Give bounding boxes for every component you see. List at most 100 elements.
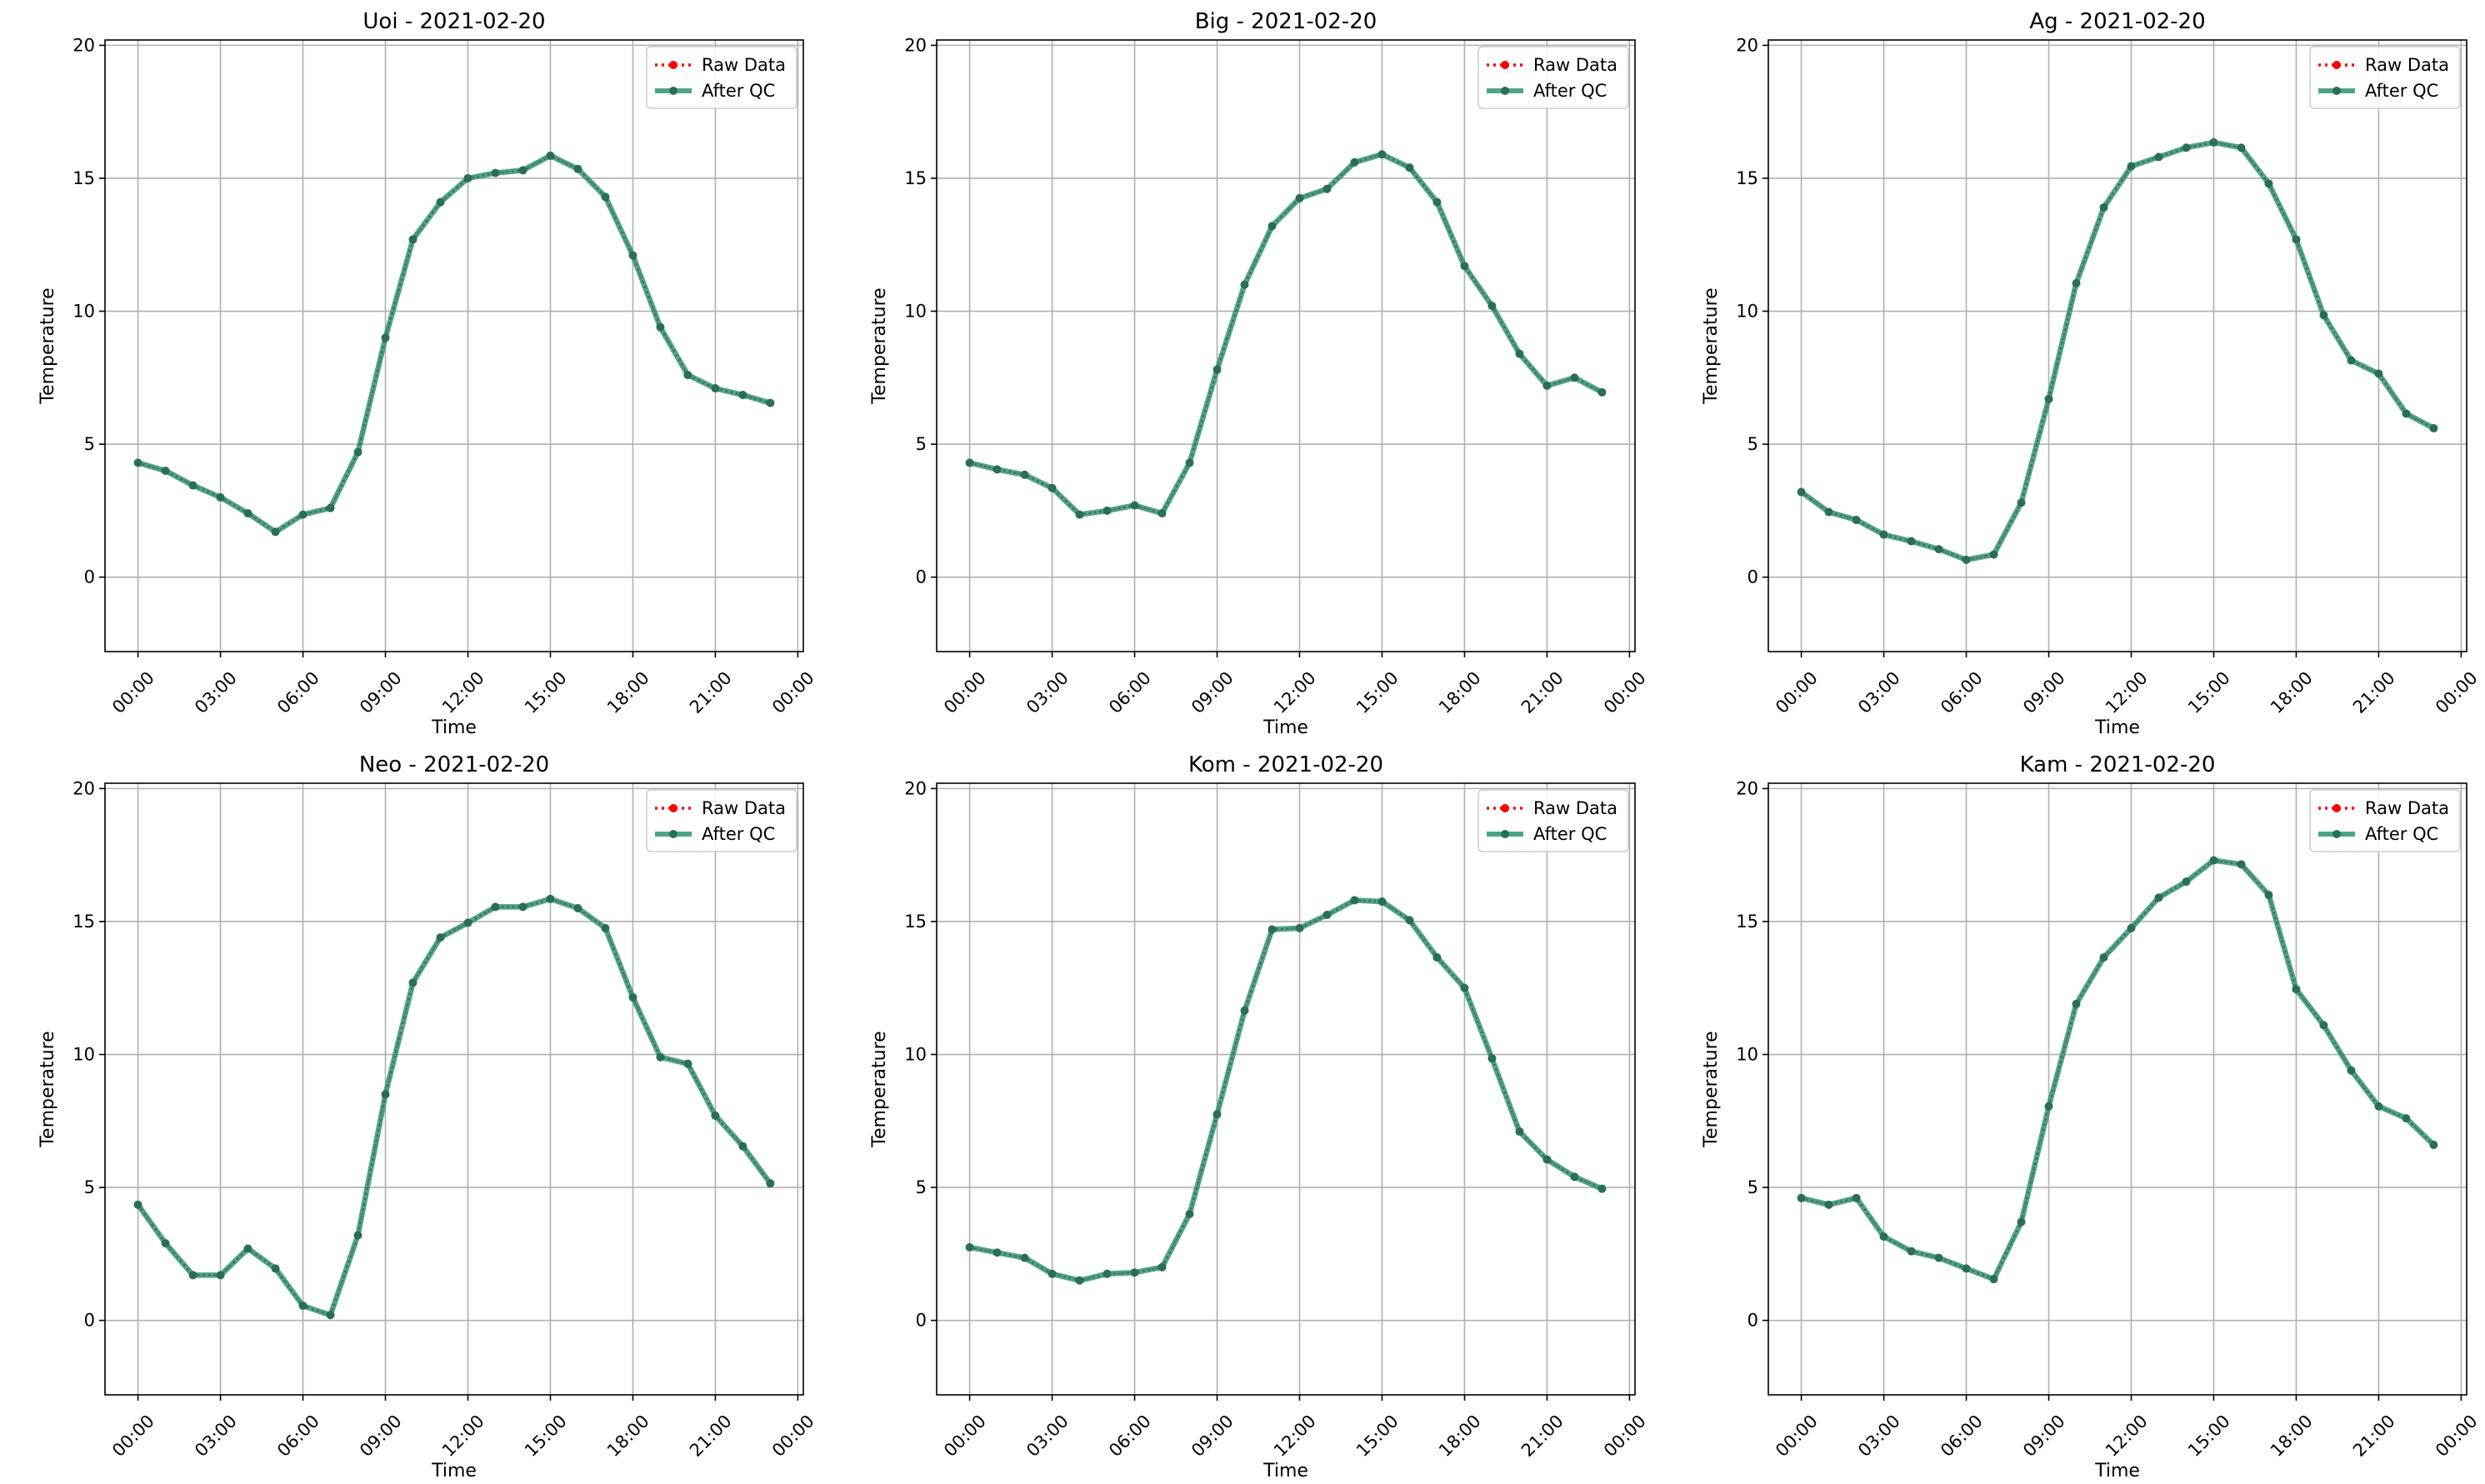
- y-tick-label: 10: [904, 302, 927, 322]
- x-tick-label: 15:00: [521, 1411, 571, 1461]
- qc-data-point: [1075, 510, 1084, 519]
- qc-data-point: [2429, 423, 2438, 432]
- qc-data-point: [628, 251, 638, 260]
- x-tick-label: 21:00: [686, 667, 736, 717]
- x-tick-label: 06:00: [273, 667, 323, 717]
- qc-data-point: [1295, 193, 1304, 202]
- x-tick-label: 09:00: [2019, 1411, 2069, 1461]
- qc-data-point: [353, 1231, 362, 1240]
- qc-data-point: [766, 398, 775, 407]
- y-tick-label: 5: [916, 1177, 927, 1197]
- chart-title: Big - 2021-02-20: [1195, 9, 1378, 34]
- x-tick-label: 21:00: [1518, 667, 1568, 717]
- legend: Raw Data After QC: [2309, 46, 2461, 109]
- qc-data-point: [1240, 280, 1249, 289]
- qc-data-point: [1515, 349, 1524, 358]
- qc-data-point: [2402, 1114, 2411, 1123]
- qc-data-point: [271, 1264, 280, 1273]
- x-tick-label: 15:00: [1352, 667, 1402, 717]
- qc-data-point: [1934, 545, 1943, 554]
- qc-data-point: [2099, 953, 2108, 962]
- qc-data-point: [188, 481, 198, 490]
- qc-data-point: [738, 1142, 748, 1151]
- qc-data-point: [161, 1239, 170, 1248]
- legend-marker-qc: [2332, 830, 2341, 838]
- x-tick-label: 06:00: [273, 1411, 323, 1461]
- qc-data-point: [1488, 302, 1497, 311]
- qc-data-line: [968, 897, 1603, 1284]
- qc-data-point: [133, 1200, 142, 1209]
- qc-data-point: [1962, 555, 1971, 564]
- qc-data-point: [1350, 896, 1359, 905]
- legend: Raw Data After QC: [646, 46, 798, 109]
- qc-data-point: [2264, 891, 2273, 900]
- qc-data-point: [271, 527, 280, 537]
- x-axis-label: Time: [1262, 717, 1308, 738]
- qc-data-point: [1432, 197, 1442, 207]
- chart-title: Ag - 2021-02-20: [2029, 9, 2205, 34]
- y-tick-label: 5: [916, 434, 927, 454]
- qc-data-point: [2237, 143, 2246, 152]
- x-tick-label: 03:00: [1022, 1411, 1072, 1461]
- y-tick-label: 10: [72, 1045, 95, 1065]
- y-tick-label: 0: [916, 1311, 927, 1331]
- plot-frame: [1768, 782, 2468, 1396]
- qc-data-point: [2292, 985, 2301, 994]
- qc-data-point: [2347, 1066, 2356, 1075]
- subplot-2: 00:00 03:00 06:00 09:00 12:00 15:00 18:00 21:00…: [1701, 9, 2482, 738]
- qc-data-point: [573, 903, 582, 912]
- qc-data-point: [683, 371, 692, 380]
- legend-label-raw: Raw Data: [2365, 798, 2449, 818]
- qc-data-point: [1879, 1232, 1888, 1242]
- raw-data-line: [1800, 141, 2435, 562]
- qc-data-point: [683, 1059, 692, 1068]
- qc-data-point: [436, 197, 445, 207]
- qc-data-point: [463, 173, 472, 182]
- qc-data-point: [1102, 506, 1112, 515]
- y-tick-label: 0: [1748, 567, 1758, 587]
- y-tick-label: 20: [72, 35, 95, 55]
- legend-marker-raw: [1501, 804, 1509, 812]
- y-tick-label: 10: [1736, 1045, 1758, 1065]
- qc-data-point: [2044, 1102, 2053, 1111]
- x-tick-label: 18:00: [2267, 1411, 2317, 1461]
- qc-data-point: [1852, 1193, 1861, 1202]
- qc-data-point: [1102, 1269, 1112, 1278]
- qc-data-point: [408, 235, 418, 244]
- qc-data-point: [298, 1302, 308, 1311]
- legend: Raw Data After QC: [646, 789, 798, 852]
- qc-data-point: [1432, 953, 1442, 962]
- x-tick-label: 18:00: [603, 1411, 653, 1461]
- qc-data-point: [1797, 1193, 1806, 1202]
- qc-data-point: [992, 465, 1002, 474]
- raw-data-overlay: [969, 153, 1602, 516]
- legend: Raw Data After QC: [2309, 789, 2461, 852]
- qc-data-point: [573, 164, 582, 173]
- qc-data-point: [2347, 356, 2356, 365]
- qc-data-point: [2264, 179, 2273, 188]
- x-tick-label: 06:00: [1937, 1411, 1987, 1461]
- y-tick-label: 15: [1736, 912, 1758, 932]
- qc-data-point: [1130, 501, 1139, 510]
- legend: Raw Data After QC: [1478, 789, 1629, 852]
- x-tick-label: 00:00: [1772, 667, 1822, 717]
- legend-label-qc: After QC: [702, 81, 775, 101]
- x-tick-label: 12:00: [2102, 667, 2152, 717]
- legend-marker-raw: [1501, 61, 1509, 69]
- legend-label-raw: Raw Data: [702, 55, 786, 75]
- qc-data-point: [491, 902, 500, 912]
- y-tick-label: 20: [1736, 35, 1758, 55]
- x-tick-label: 00:00: [2432, 667, 2482, 717]
- legend-marker-raw: [669, 61, 678, 69]
- qc-data-point: [2292, 235, 2301, 244]
- qc-data-point: [2209, 137, 2218, 147]
- y-tick-label: 0: [1748, 1311, 1758, 1331]
- qc-data-point: [2209, 856, 2218, 865]
- x-tick-label: 15:00: [1352, 1411, 1402, 1461]
- chart-title: Neo - 2021-02-20: [359, 752, 549, 777]
- qc-data-point: [1020, 1253, 1029, 1262]
- raw-data-overlay: [138, 154, 771, 533]
- qc-data-point: [1350, 157, 1359, 167]
- x-tick-label: 03:00: [1854, 667, 1904, 717]
- y-tick-label: 15: [72, 912, 95, 932]
